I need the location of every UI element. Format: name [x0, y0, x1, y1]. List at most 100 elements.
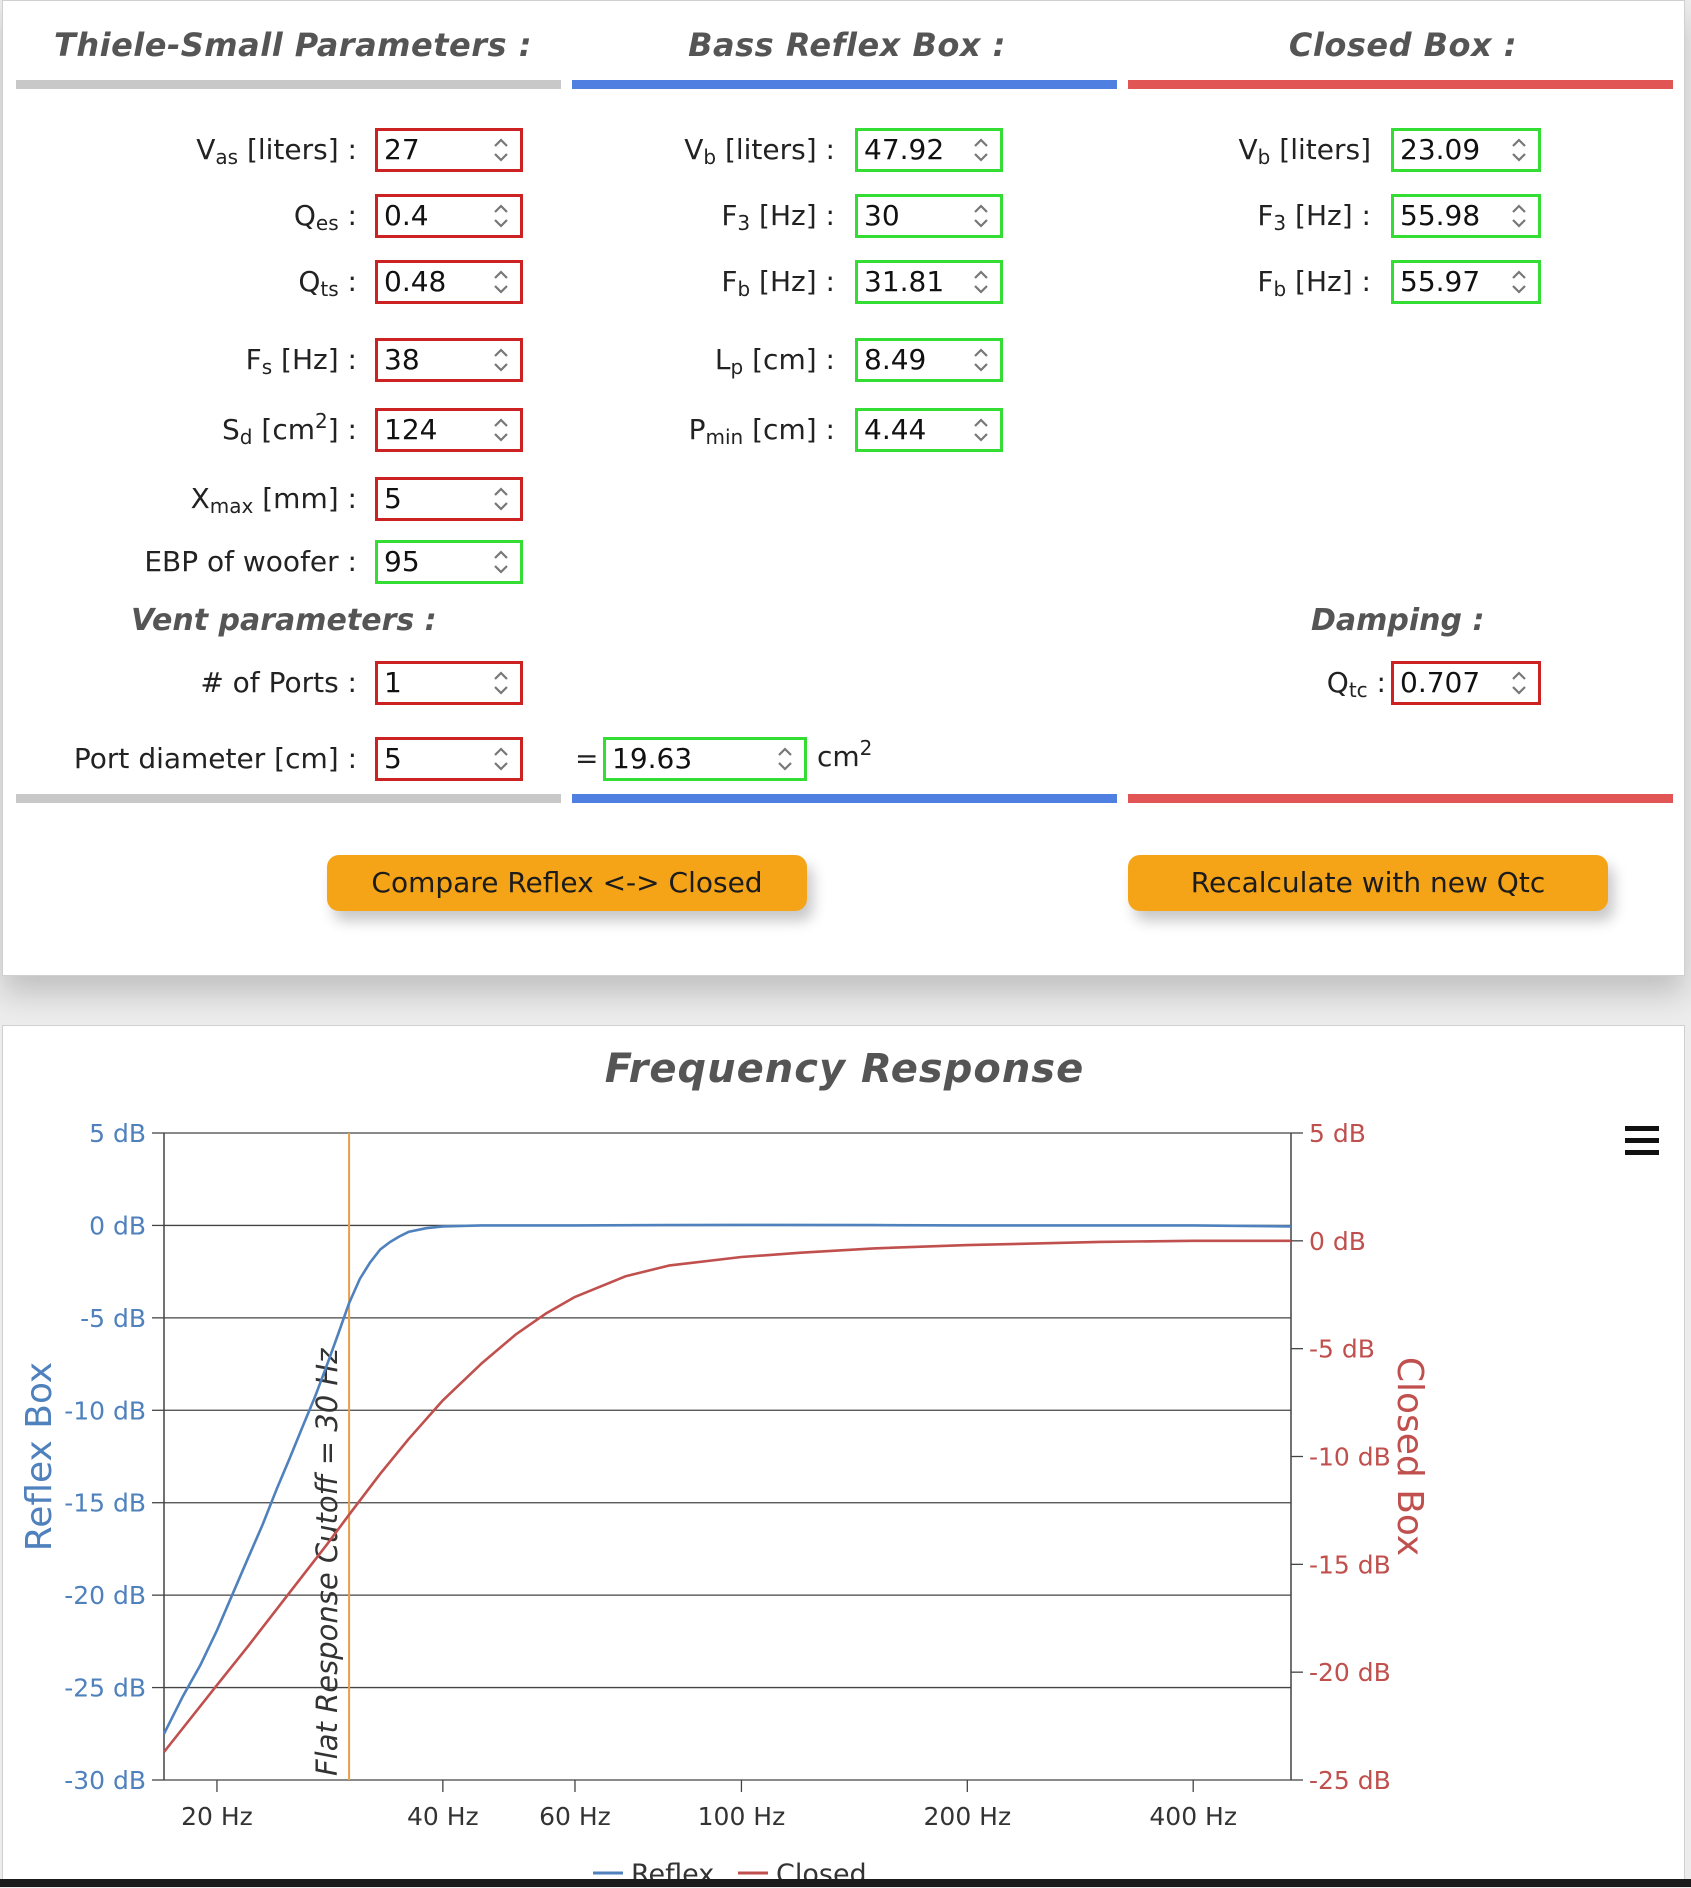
field-value: 4.44: [864, 413, 927, 446]
vent-params-title: Vent parameters :: [131, 603, 437, 638]
input-field[interactable]: 124: [375, 408, 523, 452]
input-field[interactable]: 38: [375, 338, 523, 382]
param-label: F3 [Hz] :: [1257, 199, 1371, 235]
spinner-arrows-icon[interactable]: [490, 668, 512, 698]
output-field[interactable]: 8.49: [855, 338, 1003, 382]
field-value: 23.09: [1400, 133, 1481, 166]
damping-title: Damping :: [1311, 603, 1485, 638]
param-label: Vb [liters] :: [684, 133, 835, 169]
output-field[interactable]: 55.98: [1391, 194, 1541, 238]
port-diameter-input[interactable]: 5: [375, 737, 523, 781]
field-value: 95: [384, 545, 420, 578]
output-field[interactable]: 95: [375, 540, 523, 584]
input-field[interactable]: 27: [375, 128, 523, 172]
recalculate-button[interactable]: Recalculate with new Qtc: [1128, 855, 1608, 911]
spinner-arrows-icon[interactable]: [970, 345, 992, 375]
output-field[interactable]: 23.09: [1391, 128, 1541, 172]
closed-divider-bottom: [1128, 794, 1673, 803]
field-value: 31.81: [864, 265, 945, 298]
x-tick-label: 200 Hz: [924, 1802, 1012, 1831]
param-label: EBP of woofer :: [144, 545, 357, 578]
spinner-arrows-icon[interactable]: [1508, 201, 1530, 231]
param-label: Vb [liters]: [1238, 133, 1371, 169]
field-value: 55.98: [1400, 199, 1481, 232]
hamburger-menu-icon[interactable]: [1625, 1126, 1659, 1158]
param-label: Fb [Hz] :: [721, 265, 835, 301]
param-label: Lp [cm] :: [714, 343, 835, 379]
compare-button[interactable]: Compare Reflex <-> Closed: [327, 855, 807, 911]
y-left-tick-label: 5 dB: [89, 1119, 146, 1148]
spinner-arrows-icon[interactable]: [490, 345, 512, 375]
series-line-closed: [162, 1239, 1291, 1753]
field-value: 0.4: [384, 199, 429, 232]
x-tick-label: 60 Hz: [539, 1802, 611, 1831]
spinner-arrows-icon[interactable]: [970, 415, 992, 445]
field-value: 47.92: [864, 133, 945, 166]
spinner-arrows-icon[interactable]: [1508, 135, 1530, 165]
port-diameter-value: 5: [384, 742, 402, 775]
ts-section-title: Thiele-Small Parameters :: [54, 26, 532, 64]
input-field[interactable]: 0.4: [375, 194, 523, 238]
spinner-arrows-icon[interactable]: [490, 484, 512, 514]
chart-panel: Frequency Response 5 dB 0 dB -5 dB -10 dB -1…: [2, 1025, 1685, 1888]
y-right-tick-label: 0 dB: [1309, 1227, 1366, 1256]
output-field[interactable]: 4.44: [855, 408, 1003, 452]
qtc-label: Qtc :: [1326, 666, 1386, 702]
ports-input[interactable]: 1: [375, 661, 523, 705]
spinner-arrows-icon[interactable]: [490, 415, 512, 445]
y-left-axis-title: Reflex Box: [19, 1362, 60, 1551]
x-tick-label: 20 Hz: [181, 1802, 253, 1831]
input-field[interactable]: 0.48: [375, 260, 523, 304]
spinner-arrows-icon[interactable]: [490, 135, 512, 165]
field-value: 30: [864, 199, 900, 232]
param-label: Xmax [mm] :: [190, 482, 357, 518]
series-line-reflex: [162, 1223, 1292, 1735]
y-left-tick-label: -10 dB: [64, 1396, 146, 1425]
equals-sign: =: [575, 742, 599, 775]
window-bottom-edge: [0, 1879, 1691, 1887]
param-label: Qts :: [298, 265, 357, 301]
output-field[interactable]: 47.92: [855, 128, 1003, 172]
field-value: 38: [384, 343, 420, 376]
y-left-tick-label: -5 dB: [80, 1304, 146, 1333]
param-label: Qes :: [293, 199, 357, 235]
spinner-arrows-icon[interactable]: [970, 135, 992, 165]
y-right-tick-label: -25 dB: [1309, 1766, 1391, 1795]
chart-title: Frequency Response: [604, 1046, 1085, 1092]
y-right-tick-label: -20 dB: [1309, 1658, 1391, 1687]
y-left-tick-label: -20 dB: [64, 1581, 146, 1610]
param-label: Fb [Hz] :: [1257, 265, 1371, 301]
spinner-arrows-icon[interactable]: [1508, 267, 1530, 297]
param-label: F3 [Hz] :: [721, 199, 835, 235]
closed-section-title: Closed Box :: [1288, 26, 1518, 64]
y-left-tick-label: -30 dB: [64, 1766, 146, 1795]
qtc-input[interactable]: 0.707: [1391, 661, 1541, 705]
output-field[interactable]: 30: [855, 194, 1003, 238]
ports-value: 1: [384, 666, 402, 699]
spinner-arrows-icon[interactable]: [490, 744, 512, 774]
spinner-arrows-icon[interactable]: [490, 201, 512, 231]
port-diameter-label: Port diameter [cm] :: [73, 742, 357, 775]
spinner-arrows-icon[interactable]: [774, 744, 796, 774]
port-area-output[interactable]: 19.63: [603, 737, 807, 781]
spinner-arrows-icon[interactable]: [490, 267, 512, 297]
spinner-arrows-icon[interactable]: [490, 547, 512, 577]
param-label: Sd [cm2] :: [222, 409, 357, 449]
output-field[interactable]: 55.97: [1391, 260, 1541, 304]
reflex-divider-bottom: [572, 794, 1117, 803]
frequency-response-chart: 5 dB 0 dB -5 dB -10 dB -15 dB -20 dB -25 dB -30…: [19, 1119, 1430, 1888]
spinner-arrows-icon[interactable]: [970, 201, 992, 231]
input-field[interactable]: 5: [375, 477, 523, 521]
y-right-tick-label: 5 dB: [1309, 1119, 1366, 1148]
cutoff-label: Flat Response Cutoff = 30 Hz: [310, 1348, 344, 1776]
y-right-tick-label: -10 dB: [1309, 1443, 1391, 1472]
param-label: Fs [Hz] :: [245, 343, 357, 379]
spinner-arrows-icon[interactable]: [970, 267, 992, 297]
output-field[interactable]: 31.81: [855, 260, 1003, 304]
field-value: 8.49: [864, 343, 927, 376]
spinner-arrows-icon[interactable]: [1508, 668, 1530, 698]
y-left-tick-label: -15 dB: [64, 1489, 146, 1518]
port-area-value: 19.63: [612, 742, 693, 775]
ports-label: # of Ports :: [200, 666, 357, 699]
field-value: 124: [384, 413, 438, 446]
